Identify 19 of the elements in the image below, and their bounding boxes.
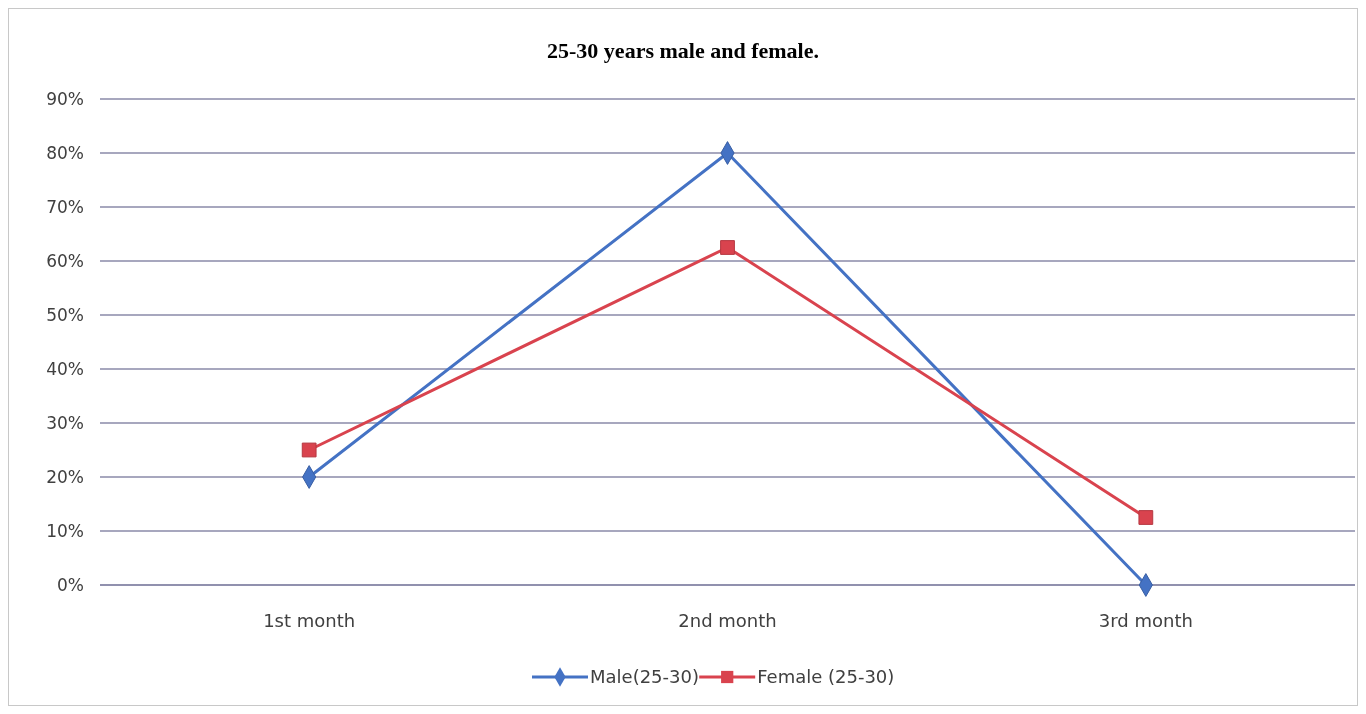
- y-tick-label: 30%: [46, 412, 84, 433]
- y-tick-label: 70%: [46, 196, 84, 217]
- y-tick-label: 10%: [46, 520, 84, 541]
- y-tick-label: 0%: [57, 574, 84, 595]
- chart-title: 25-30 years male and female.: [547, 38, 819, 63]
- point: [301, 442, 317, 458]
- x-tick-label: 2nd month: [678, 610, 777, 631]
- legend-label: Male(25-30): [590, 666, 699, 688]
- point: [720, 240, 735, 255]
- y-tick-label: 90%: [46, 88, 84, 109]
- x-tick-label: 1st month: [263, 610, 356, 631]
- y-tick-label: 80%: [46, 142, 84, 163]
- legend-label: Female (25-30): [757, 666, 895, 688]
- y-tick-label: 40%: [46, 358, 84, 379]
- x-tick-label: 3rd month: [1098, 610, 1193, 631]
- y-tick-label: 60%: [46, 250, 84, 271]
- y-tick-label: 50%: [46, 304, 84, 325]
- y-tick-label: 20%: [46, 466, 84, 487]
- point: [1138, 510, 1154, 525]
